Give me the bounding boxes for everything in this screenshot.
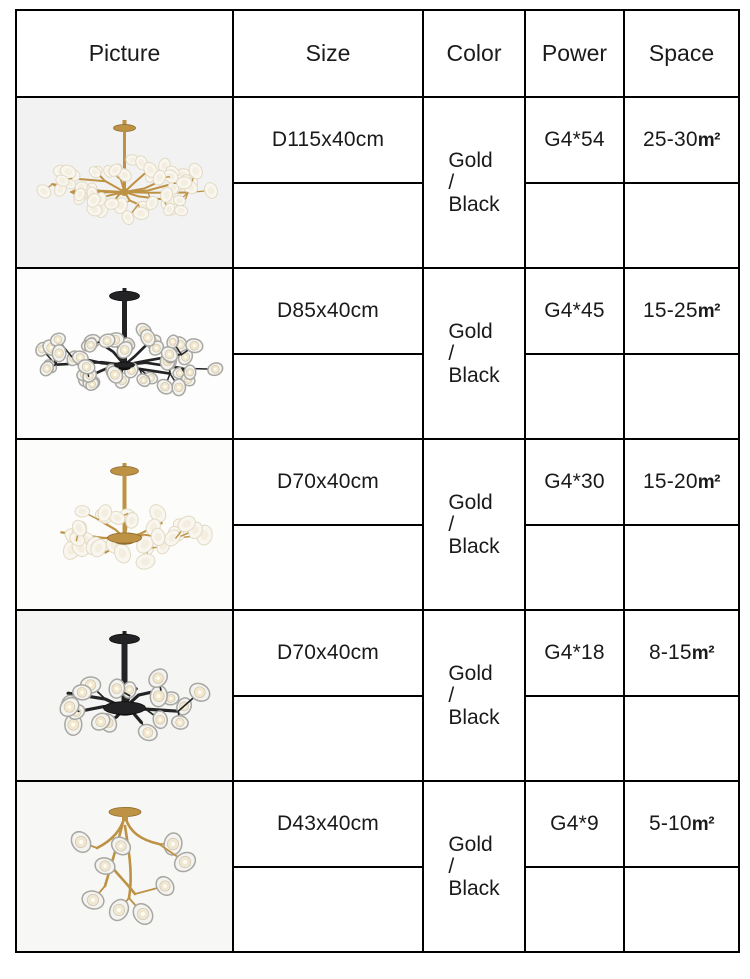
power-cell: G4*30 [524, 438, 625, 526]
color-cell: Gold / Black [422, 780, 526, 953]
chandelier-image-gold-9 [17, 782, 232, 951]
power-cell-empty [524, 181, 625, 269]
table-row-spacer [16, 523, 740, 611]
table-row: D70x40cm Gold / Black G4*30 15-20m² [15, 438, 740, 611]
space-value: 25-30 [643, 127, 698, 151]
chandelier-image-gold-54 [17, 98, 232, 267]
space-unit: m² [691, 642, 715, 664]
chandelier-illustration [17, 782, 232, 951]
size-cell-empty [232, 523, 424, 611]
power-cell: G4*54 [524, 96, 625, 184]
color-value: Gold / Black [448, 148, 500, 216]
col-header-picture: Picture [15, 9, 234, 98]
chandelier-image-black-18 [17, 611, 232, 780]
space-value: 5-10 [648, 811, 692, 835]
space-unit: m² [691, 813, 715, 835]
table-row-spacer [16, 694, 740, 782]
color-cell: Gold / Black [422, 96, 526, 269]
space-unit: m² [697, 129, 721, 151]
space-cell: 15-20m² [623, 438, 740, 526]
chandelier-image-gold-30 [17, 440, 232, 609]
space-unit: m² [697, 471, 721, 493]
power-cell: G4*9 [524, 780, 625, 868]
size-cell-empty [232, 865, 424, 953]
table-row: D85x40cm Gold / Black G4*45 15-25m² [15, 267, 740, 440]
power-cell: G4*18 [524, 609, 625, 697]
size-cell-empty [232, 694, 424, 782]
col-header-space: Space [623, 9, 740, 98]
header-row: Picture Size Color Power Space [15, 9, 740, 98]
chandelier-illustration [17, 269, 232, 438]
table-row-spacer [16, 865, 740, 953]
col-header-color: Color [422, 9, 526, 98]
space-cell-empty [623, 523, 740, 611]
color-value: Gold / Black [448, 661, 500, 729]
size-cell: D70x40cm [232, 438, 424, 526]
space-value: 15-25 [643, 298, 698, 322]
power-cell-empty [524, 523, 625, 611]
product-spec-table: Picture Size Color Power Space D115x40cm… [15, 9, 740, 953]
space-cell: 8-15m² [623, 609, 740, 697]
size-cell-empty [232, 181, 424, 269]
space-cell-empty [623, 865, 740, 953]
table-row: D115x40cm Gold / Black G4*54 25-30m² [15, 96, 740, 269]
space-cell: 15-25m² [623, 267, 740, 355]
color-value: Gold / Black [448, 490, 500, 558]
chandelier-illustration [17, 98, 232, 267]
size-cell: D115x40cm [232, 96, 424, 184]
picture-cell [15, 609, 234, 782]
color-cell: Gold / Black [422, 609, 526, 782]
size-cell: D43x40cm [232, 780, 424, 868]
size-cell-empty [232, 352, 424, 440]
col-header-size: Size [232, 9, 424, 98]
picture-cell [15, 267, 234, 440]
color-cell: Gold / Black [422, 267, 526, 440]
table-row: D43x40cm Gold / Black G4*9 5-10m² [15, 780, 740, 953]
chandelier-illustration [17, 440, 232, 609]
color-value: Gold / Black [448, 832, 500, 900]
table-row-spacer [16, 352, 740, 440]
size-cell: D70x40cm [232, 609, 424, 697]
table-row-spacer [16, 181, 740, 269]
space-cell-empty [623, 694, 740, 782]
table-row: D70x40cm Gold / Black G4*18 8-15m² [15, 609, 740, 782]
power-cell-empty [524, 694, 625, 782]
power-cell-empty [524, 865, 625, 953]
space-cell: 25-30m² [623, 96, 740, 184]
power-cell-empty [524, 352, 625, 440]
size-cell: D85x40cm [232, 267, 424, 355]
space-unit: m² [697, 300, 721, 322]
chandelier-illustration [17, 611, 232, 780]
picture-cell [15, 96, 234, 269]
power-cell: G4*45 [524, 267, 625, 355]
space-cell-empty [623, 352, 740, 440]
space-value: 15-20 [643, 469, 698, 493]
picture-cell [15, 438, 234, 611]
space-cell-empty [623, 181, 740, 269]
chandelier-image-black-45 [17, 269, 232, 438]
color-cell: Gold / Black [422, 438, 526, 611]
col-header-power: Power [524, 9, 625, 98]
space-cell: 5-10m² [623, 780, 740, 868]
space-value: 8-15 [648, 640, 692, 664]
color-value: Gold / Black [448, 319, 500, 387]
picture-cell [15, 780, 234, 953]
